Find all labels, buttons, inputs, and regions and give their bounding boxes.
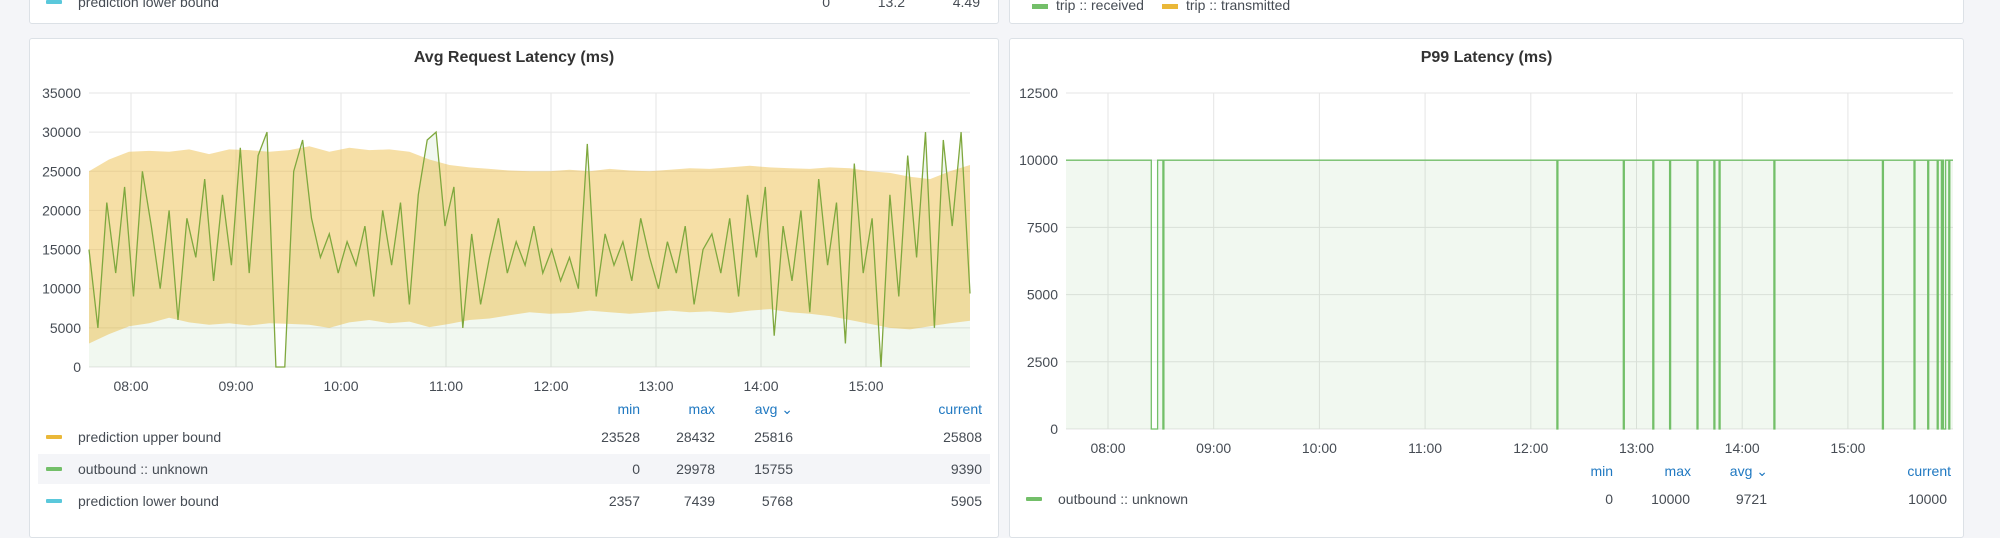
legend-max: 7439	[683, 493, 715, 509]
legend-item-transmitted[interactable]: trip :: transmitted	[1161, 0, 1291, 13]
sort-avg[interactable]: avg ⌄	[754, 401, 793, 417]
sort-min[interactable]: min	[617, 401, 640, 417]
y-tick-label: 35000	[42, 85, 81, 101]
legend-current: 5905	[950, 493, 982, 509]
x-tick-label: 13:00	[1619, 440, 1654, 456]
legend-swatch	[46, 0, 62, 4]
y-tick-label: 5000	[1027, 287, 1058, 303]
x-tick-label: 08:00	[113, 378, 148, 394]
x-tick-label: 12:00	[533, 378, 568, 394]
y-tick-label: 7500	[1027, 219, 1058, 235]
legend-min: 0	[1605, 491, 1613, 507]
legend-swatch	[1161, 3, 1178, 9]
y-tick-label: 0	[73, 359, 81, 375]
y-tick-label: 20000	[42, 202, 81, 218]
legend-series-name: outbound :: unknown	[78, 461, 208, 477]
y-tick-label: 0	[1050, 421, 1058, 437]
legend-max: 28432	[676, 429, 715, 445]
x-tick-label: 15:00	[848, 378, 883, 394]
sort-max[interactable]: max	[688, 401, 715, 417]
legend-series-name: prediction upper bound	[78, 429, 222, 445]
legend-min: 0	[822, 0, 830, 10]
legend-min: 0	[632, 461, 640, 477]
p99-latency-panel: P99 Latency (ms) 0 2500 5000 7500 10000 12500…	[1009, 38, 1964, 538]
y-tick-label: 12500	[1019, 85, 1058, 101]
legend-swatch	[1032, 3, 1048, 9]
sort-current[interactable]: current	[1907, 463, 1951, 479]
legend-label: trip :: transmitted	[1185, 0, 1291, 13]
legend-avg: 15755	[754, 461, 793, 477]
legend-item-received[interactable]: trip :: received	[1032, 0, 1144, 13]
panel-title[interactable]: Avg Request Latency (ms)	[413, 49, 615, 66]
panel-title[interactable]: P99 Latency (ms)	[1420, 49, 1553, 66]
legend-max: 10000	[1651, 491, 1690, 507]
legend-row[interactable]: prediction upper bound 23528 28432 25816 258…	[38, 422, 990, 452]
legend-avg: 9721	[1735, 491, 1767, 507]
x-tick-label: 11:00	[429, 378, 463, 394]
legend-current: 25808	[943, 429, 982, 445]
legend-min: 23528	[601, 429, 640, 445]
outbound-area	[89, 132, 970, 367]
legend-header: min max avg ⌄ current	[30, 401, 998, 421]
p99-area	[1066, 160, 1953, 429]
sort-max[interactable]: max	[1664, 463, 1691, 479]
x-tick-label: 10:00	[1302, 440, 1337, 456]
x-tick-label: 09:00	[1196, 440, 1231, 456]
x-tick-label: 14:00	[743, 378, 778, 394]
legend-row[interactable]: prediction lower bound 2357 7439 5768 5905	[38, 486, 990, 516]
legend-row[interactable]: outbound :: unknown 0 10000 9721 10000	[1018, 484, 1955, 514]
legend-swatch	[46, 435, 62, 439]
outbound-line	[88, 130, 971, 368]
top-left-panel: prediction lower bound 0 13.2 4.49	[29, 0, 999, 24]
legend-swatch	[1026, 497, 1042, 501]
y-tick-label: 25000	[42, 163, 81, 179]
sort-avg[interactable]: avg ⌄	[1729, 463, 1768, 479]
legend-series-name: prediction lower bound	[78, 493, 219, 509]
p99-latency-chart: 0 2500 5000 7500 10000 12500 08:00 09:00 10:00 11…	[1019, 85, 1953, 456]
legend-avg: 4.49	[952, 0, 980, 10]
legend-current: 9390	[950, 461, 982, 477]
p99-line	[1066, 159, 1953, 430]
legend-label: trip :: received	[1056, 0, 1144, 13]
legend-swatch	[46, 499, 62, 503]
avg-latency-chart: 0 5000 10000 15000 20000 25000 30000 35000 08:00…	[42, 85, 971, 394]
sort-current[interactable]: current	[938, 401, 982, 417]
legend-series-name: outbound :: unknown	[1058, 491, 1188, 507]
legend-max: 29978	[676, 461, 715, 477]
x-tick-label: 11:00	[1408, 440, 1442, 456]
y-tick-label: 5000	[50, 320, 81, 336]
top-right-panel: trip :: received trip :: transmitted	[1009, 0, 1964, 24]
x-tick-label: 13:00	[638, 378, 673, 394]
y-tick-label: 10000	[42, 281, 81, 297]
x-tick-label: 10:00	[323, 378, 358, 394]
legend-min: 2357	[608, 493, 640, 509]
legend-row[interactable]: prediction lower bound 0 13.2 4.49	[38, 0, 990, 17]
y-tick-label: 10000	[1019, 152, 1058, 168]
legend-current: 10000	[1908, 491, 1947, 507]
legend-series-name: prediction lower bound	[78, 0, 219, 10]
x-tick-label: 12:00	[1513, 440, 1548, 456]
legend-swatch	[46, 467, 62, 471]
x-tick-label: 09:00	[218, 378, 253, 394]
legend-max: 13.2	[877, 0, 905, 10]
y-tick-label: 30000	[42, 124, 81, 140]
y-tick-label: 15000	[42, 242, 81, 258]
legend-row[interactable]: outbound :: unknown 0 29978 15755 9390	[38, 454, 990, 484]
y-tick-label: 2500	[1027, 354, 1058, 370]
legend-avg: 5768	[761, 493, 793, 509]
x-tick-label: 14:00	[1725, 440, 1760, 456]
x-tick-label: 08:00	[1090, 440, 1125, 456]
avg-latency-panel: Avg Request Latency (ms) 0 5000 10000 15000…	[29, 38, 999, 538]
legend-avg: 25816	[754, 429, 793, 445]
legend-header: min max avg ⌄ current	[1010, 463, 1963, 483]
x-tick-label: 15:00	[1830, 440, 1865, 456]
sort-min[interactable]: min	[1590, 463, 1613, 479]
